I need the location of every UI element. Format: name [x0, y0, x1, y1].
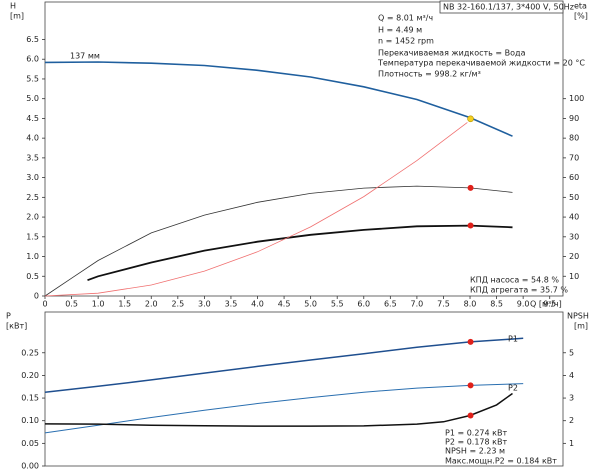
y-tick-label: 4.0 — [26, 134, 39, 143]
annotation: Q = 8.01 м³/ч — [378, 14, 433, 23]
y-axis-label: P — [6, 312, 11, 321]
y2-tick-label: 3 — [569, 394, 574, 403]
curve — [44, 61, 513, 137]
annotation: Температура перекачиваемой жидкости = 20… — [377, 59, 585, 68]
y-tick-label: 0.25 — [21, 348, 39, 357]
y2-axis-unit: [%] — [574, 12, 588, 21]
curve — [44, 122, 468, 297]
x-tick-label: 8.5 — [490, 300, 503, 309]
x-tick-label: 0.5 — [65, 300, 78, 309]
chart-title: NB 32-160.1/137, 3*400 V, 50Hz — [443, 3, 574, 12]
curve — [87, 224, 513, 282]
x-tick-label: 4.0 — [251, 300, 264, 309]
annotation: P1 = 0.274 кВт — [445, 429, 507, 438]
y2-tick-label: 5 — [569, 348, 574, 357]
curve — [44, 185, 513, 297]
y2-axis-label: eta — [574, 2, 587, 11]
annotation: H = 4.49 м — [378, 26, 422, 35]
y2-axis-unit: [m] — [574, 322, 588, 331]
y-tick-label: 4.5 — [26, 114, 39, 123]
y2-tick-label: 90 — [569, 114, 579, 123]
y2-tick-label: 40 — [569, 213, 579, 222]
y-tick-label: 0.10 — [21, 416, 39, 425]
y2-axis-label: NPSH — [567, 312, 589, 321]
curve-label: P2 — [508, 384, 518, 393]
x-tick-label: 3.0 — [198, 300, 211, 309]
operating-point — [467, 412, 474, 419]
annotation: Плотность = 998.2 кг/м³ — [378, 70, 481, 79]
y-tick-label: 1.5 — [26, 232, 39, 241]
y2-tick-label: 60 — [569, 173, 579, 182]
y2-tick-label: 80 — [569, 134, 579, 143]
x-tick-label: 2.5 — [171, 300, 184, 309]
y-tick-label: 5.5 — [26, 74, 39, 83]
y-tick-label: 0.20 — [21, 371, 39, 380]
x-tick-label: 7.5 — [437, 300, 450, 309]
y-tick-label: 6.5 — [26, 35, 39, 44]
y-axis-unit: [m] — [10, 12, 24, 21]
annotation: n = 1452 rpm — [378, 37, 434, 46]
x-tick-label: 7.0 — [411, 300, 424, 309]
y-tick-label: 0 — [34, 292, 39, 301]
y2-tick-label: 10 — [569, 272, 579, 281]
x-tick-label: 1.0 — [92, 300, 105, 309]
x-tick-label: 9.0 — [517, 300, 530, 309]
annotation: Макс.мощн.P2 = 0.184 кВт — [445, 457, 557, 466]
operating-point — [467, 338, 474, 345]
y-tick-label: 6.0 — [26, 55, 39, 64]
annotation: Перекачиваемая жидкость = Вода — [378, 49, 526, 58]
y-tick-label: 1.0 — [26, 252, 39, 261]
curve — [44, 383, 524, 434]
operating-point — [467, 115, 474, 123]
y-tick-label: 0.05 — [21, 439, 39, 448]
annotation: КПД насоса = 54.8 % — [470, 276, 559, 285]
y-tick-label: 2.5 — [26, 193, 39, 202]
annotation: P2 = 0.178 кВт — [445, 438, 507, 447]
y-tick-label: 5.0 — [26, 94, 39, 103]
plot-frame — [44, 1, 564, 297]
y2-tick-label: 1 — [569, 439, 574, 448]
curve-label: 137 мм — [70, 52, 100, 61]
y-tick-label: 3.0 — [26, 173, 39, 182]
x-tick-label: 5.0 — [304, 300, 317, 309]
x-tick-label: 4.5 — [278, 300, 291, 309]
y-tick-label: 3.5 — [26, 153, 39, 162]
y-tick-label: 0.5 — [26, 272, 39, 281]
x-tick-label: 9.5 — [543, 300, 556, 309]
operating-point — [467, 382, 474, 389]
y-tick-label: 0.15 — [21, 394, 39, 403]
y2-tick-label: 70 — [569, 153, 579, 162]
x-tick-label: 6.0 — [357, 300, 370, 309]
annotation: NPSH = 2.23 м — [445, 447, 505, 456]
y2-tick-label: 20 — [569, 252, 579, 261]
annotation: КПД агрегата = 35.7 % — [470, 286, 568, 295]
y-tick-label: 0.00 — [21, 462, 39, 471]
y2-tick-label: 30 — [569, 232, 579, 241]
y-tick-label: 2.0 — [26, 213, 39, 222]
y-axis-unit: [кВт] — [6, 322, 27, 331]
y2-tick-label: 100 — [569, 94, 584, 103]
plot-frame — [44, 311, 564, 467]
x-tick-label: 0 — [42, 300, 47, 309]
y2-tick-label: 4 — [569, 371, 574, 380]
y2-tick-label: 50 — [569, 193, 579, 202]
operating-point — [467, 222, 474, 229]
title-box — [439, 0, 564, 14]
x-tick-label: 6.5 — [384, 300, 397, 309]
curve — [44, 337, 524, 393]
x-tick-label: 5.5 — [331, 300, 344, 309]
y2-tick-label: 2 — [569, 416, 574, 425]
curve-label: P1 — [508, 335, 518, 344]
curve — [44, 392, 513, 427]
x-tick-label: 3.5 — [225, 300, 238, 309]
x-tick-label: 8.0 — [464, 300, 477, 309]
x-axis-label: Q [м³/ч] — [530, 300, 562, 309]
x-tick-label: 2.0 — [145, 300, 158, 309]
operating-point — [467, 184, 474, 191]
x-tick-label: 1.5 — [118, 300, 131, 309]
y-axis-label: H — [10, 2, 16, 11]
